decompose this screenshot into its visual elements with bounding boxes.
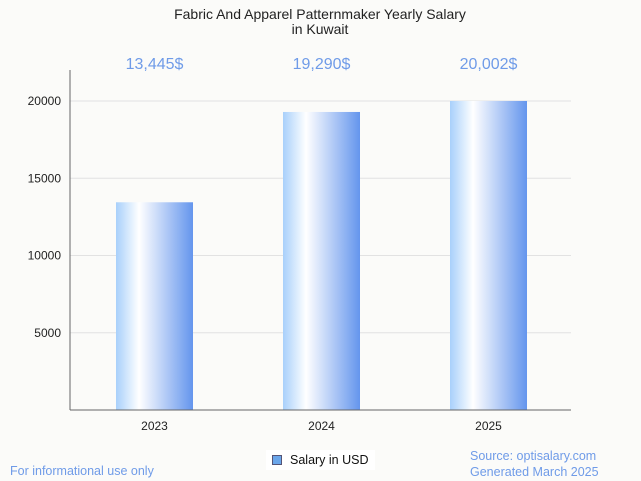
chart-title-line-1: Fabric And Apparel Patternmaker Yearly S… <box>174 6 466 22</box>
chart-title-line-2: in Kuwait <box>292 21 349 37</box>
bar-2025 <box>450 100 527 410</box>
data-label: 13,445$ <box>126 56 184 73</box>
x-tick-label: 2023 <box>141 419 168 433</box>
data-label: 19,290$ <box>293 56 351 73</box>
y-tick-label: 5000 <box>34 326 61 340</box>
y-tick-label: 15000 <box>28 171 62 185</box>
legend-swatch <box>272 455 282 465</box>
x-tick-label: 2024 <box>308 419 335 433</box>
y-tick-label: 20000 <box>28 94 62 108</box>
bar-2024 <box>283 111 360 411</box>
bar-2023 <box>116 202 193 410</box>
y-tick-label: 10000 <box>28 249 62 263</box>
data-label: 20,002$ <box>460 56 518 73</box>
source-link[interactable]: Source: optisalary.com <box>470 449 597 463</box>
legend: Salary in USD <box>266 450 375 470</box>
generated-date: Generated March 2025 <box>470 465 599 479</box>
legend-label: Salary in USD <box>290 453 369 467</box>
x-tick-label: 2025 <box>475 419 502 433</box>
disclaimer: For informational use only <box>10 464 154 478</box>
